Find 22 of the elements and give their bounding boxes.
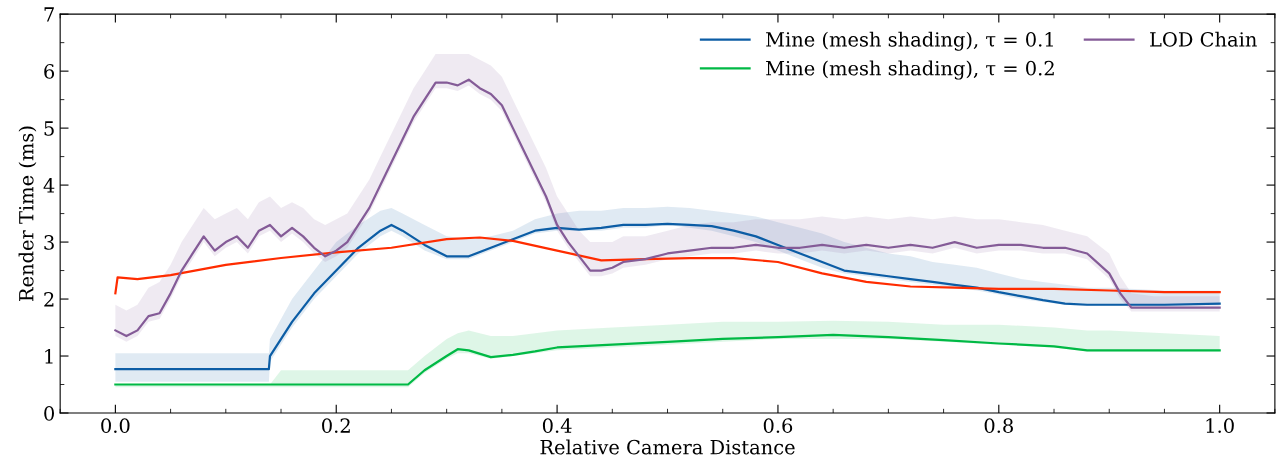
- line-series: [114, 333, 1221, 386]
- legend-label: Mine (mesh shading), τ = 0.1: [766, 31, 1053, 51]
- x-axis-title: Relative Camera Distance: [540, 439, 795, 455]
- x-tick-label: 0.2: [322, 418, 350, 433]
- y-tick-label: 0: [44, 405, 55, 421]
- legend-label: Mine (mesh shading), τ = 0.2: [766, 60, 1054, 80]
- x-tick-label: 0.6: [763, 418, 793, 433]
- y-tick-label: 1: [45, 348, 53, 364]
- line-series: [114, 222, 1221, 371]
- y-axis-title: Render Time (ms): [18, 126, 37, 302]
- x-tick-label: 0.4: [542, 418, 572, 433]
- y-tick-label: 2: [44, 292, 54, 307]
- x-tick-label: 0.8: [984, 418, 1013, 433]
- y-tick-label: 4: [43, 178, 55, 193]
- y-tick-label: 5: [44, 121, 54, 136]
- y-tick-label: 6: [44, 64, 55, 79]
- legend-label: LOD Chain: [1150, 31, 1257, 47]
- y-tick-label: 7: [44, 7, 54, 22]
- y-tick-label: 3: [44, 235, 54, 250]
- line-series: [114, 236, 1221, 295]
- x-tick-label: 0.0: [101, 418, 130, 433]
- x-tick-label: 1.0: [1206, 418, 1234, 433]
